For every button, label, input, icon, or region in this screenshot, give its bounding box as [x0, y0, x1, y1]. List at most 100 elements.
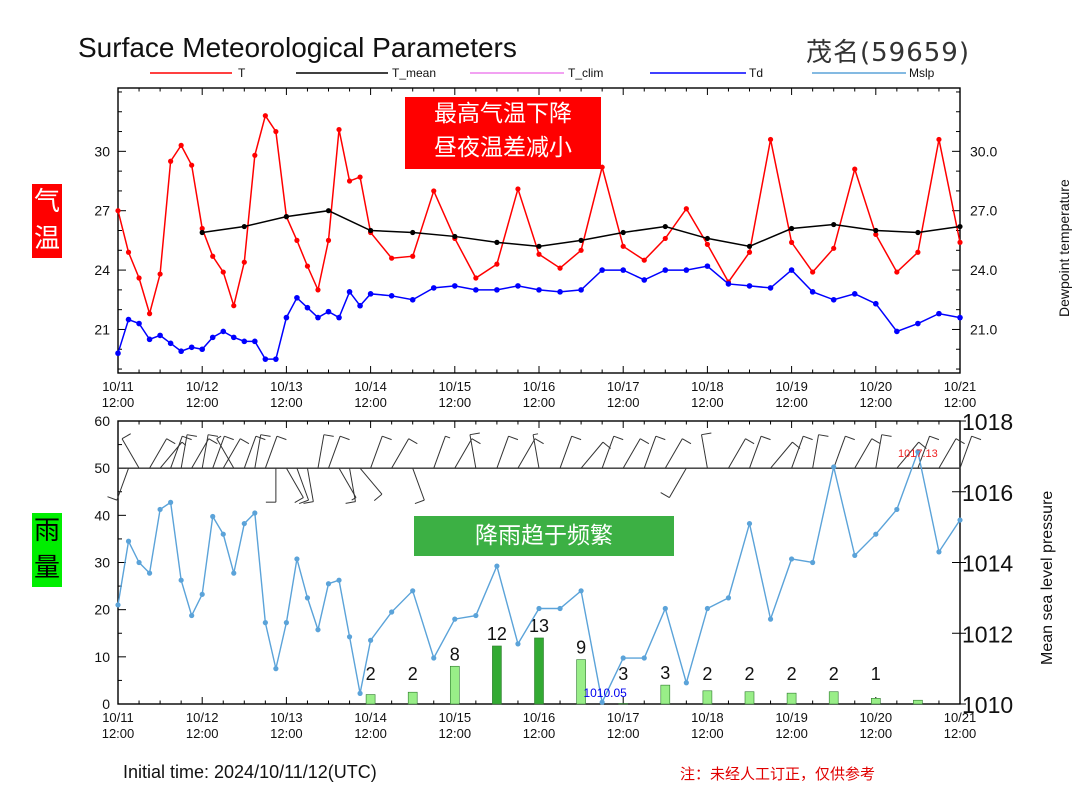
wind-barb-shaft [216, 438, 235, 469]
rain-x-tick-label: 10/13 12:00 [270, 710, 303, 741]
legend-entry-t-clim: T_clim [470, 66, 603, 80]
rain-x-tick-label: 10/14 12:00 [354, 710, 387, 741]
wind-barb-flag [323, 434, 334, 437]
td-point [199, 346, 205, 353]
wind-barb [265, 468, 277, 503]
temperature-x-tick-label: 10/21 12:00 [944, 379, 977, 410]
mslp-point [304, 595, 311, 601]
wind-barb-flag [471, 438, 481, 445]
td-point [620, 267, 626, 273]
t-point [704, 241, 711, 247]
t-mean-point [704, 235, 711, 242]
t-mean-point [957, 223, 963, 230]
rain-x-tick-label: 10/18 12:00 [691, 710, 724, 741]
td-point [430, 285, 437, 291]
wind-barb [243, 435, 266, 469]
t-point [410, 253, 416, 259]
td-point [209, 334, 216, 341]
mslp-point [315, 627, 321, 633]
wind-barb-shaft [875, 434, 883, 469]
chart-title: Surface Meteorological Parameters [78, 32, 517, 63]
wind-barb-shaft [622, 438, 641, 469]
wind-barb-flag [298, 499, 309, 505]
wind-barb-flag [373, 493, 383, 502]
wind-barb [391, 438, 418, 469]
temperature-x-tick-label: 10/15 12:00 [439, 379, 472, 410]
legend-label: Mslp [909, 66, 935, 80]
mslp-point [220, 531, 226, 537]
pressure-y-tick-label: 1014 [962, 551, 1013, 577]
rain-bar [492, 645, 502, 705]
mslp-point [957, 517, 963, 523]
wind-barb [580, 441, 611, 469]
td-point [936, 310, 942, 317]
mslp-point [157, 506, 163, 513]
t-mean-point [915, 229, 921, 236]
td-point [146, 336, 153, 343]
wind-barb [622, 438, 650, 469]
td-point [220, 328, 227, 335]
wind-barb-shaft [391, 438, 410, 469]
td-point [304, 304, 311, 311]
t-mean-point [241, 223, 247, 230]
legend-label: Td [749, 66, 763, 80]
wind-barb [317, 434, 334, 469]
wind-barb-shaft [959, 436, 973, 469]
wind-barb-shaft [222, 438, 241, 469]
temperature-x-tick-label: 10/12 12:00 [186, 379, 219, 410]
temperature-side-char-1: 气 [33, 187, 60, 217]
t-mean-point [831, 221, 837, 228]
wind-barb [959, 435, 982, 469]
wind-barb [359, 467, 383, 502]
wind-barb [121, 433, 140, 469]
td-point [367, 291, 374, 297]
mslp-point [725, 595, 732, 601]
mslp-point [536, 605, 542, 612]
t-mean-point [199, 229, 205, 236]
rain-bar [786, 692, 797, 705]
wind-barb-flag [818, 434, 829, 437]
wind-barb [454, 438, 481, 469]
t-mean-point [578, 237, 584, 243]
t-point [831, 245, 837, 251]
wind-barb-flag [929, 435, 940, 441]
wind-barb-shaft [191, 438, 210, 469]
t-point [789, 239, 795, 245]
t-mean-point [536, 243, 542, 249]
wind-barb-shaft [370, 436, 383, 469]
mslp-point [810, 559, 816, 566]
td-point [346, 289, 353, 295]
mslp-point [662, 605, 668, 612]
wind-barb [303, 468, 314, 504]
legend-entry-t-mean: T_mean [296, 66, 436, 80]
td-point [241, 338, 248, 345]
wind-barb [180, 434, 197, 469]
t-point [536, 251, 542, 257]
wind-barb-flag [760, 435, 771, 441]
wind-barb-flag [186, 434, 197, 437]
wind-barb-flag [955, 438, 965, 445]
t-mean-point [494, 239, 500, 245]
mslp-point [410, 588, 416, 594]
wind-barb [345, 468, 356, 504]
t-point [168, 158, 174, 164]
wind-barb-flag [655, 435, 666, 441]
wind-barb-shaft [668, 467, 687, 498]
mslp-point [178, 577, 184, 583]
pressure-y-tick-label: 1016 [962, 480, 1013, 506]
t-point [620, 243, 626, 249]
td-point [115, 350, 121, 357]
wind-barb-flag [224, 435, 234, 441]
td-point [746, 283, 753, 289]
td-point [894, 328, 900, 335]
wind-barb-shaft [116, 467, 129, 501]
wind-barb-flag [382, 435, 392, 441]
t-point [294, 237, 300, 243]
mslp-point [283, 620, 289, 626]
wind-barb [212, 435, 234, 469]
wind-barb-shaft [201, 434, 209, 469]
mslp-point [746, 520, 753, 527]
rain-annotation-box: 降雨趋于频繁 [414, 516, 674, 556]
t-point [304, 263, 311, 269]
temperature-x-tick-label: 10/11 12:00 [102, 379, 135, 410]
